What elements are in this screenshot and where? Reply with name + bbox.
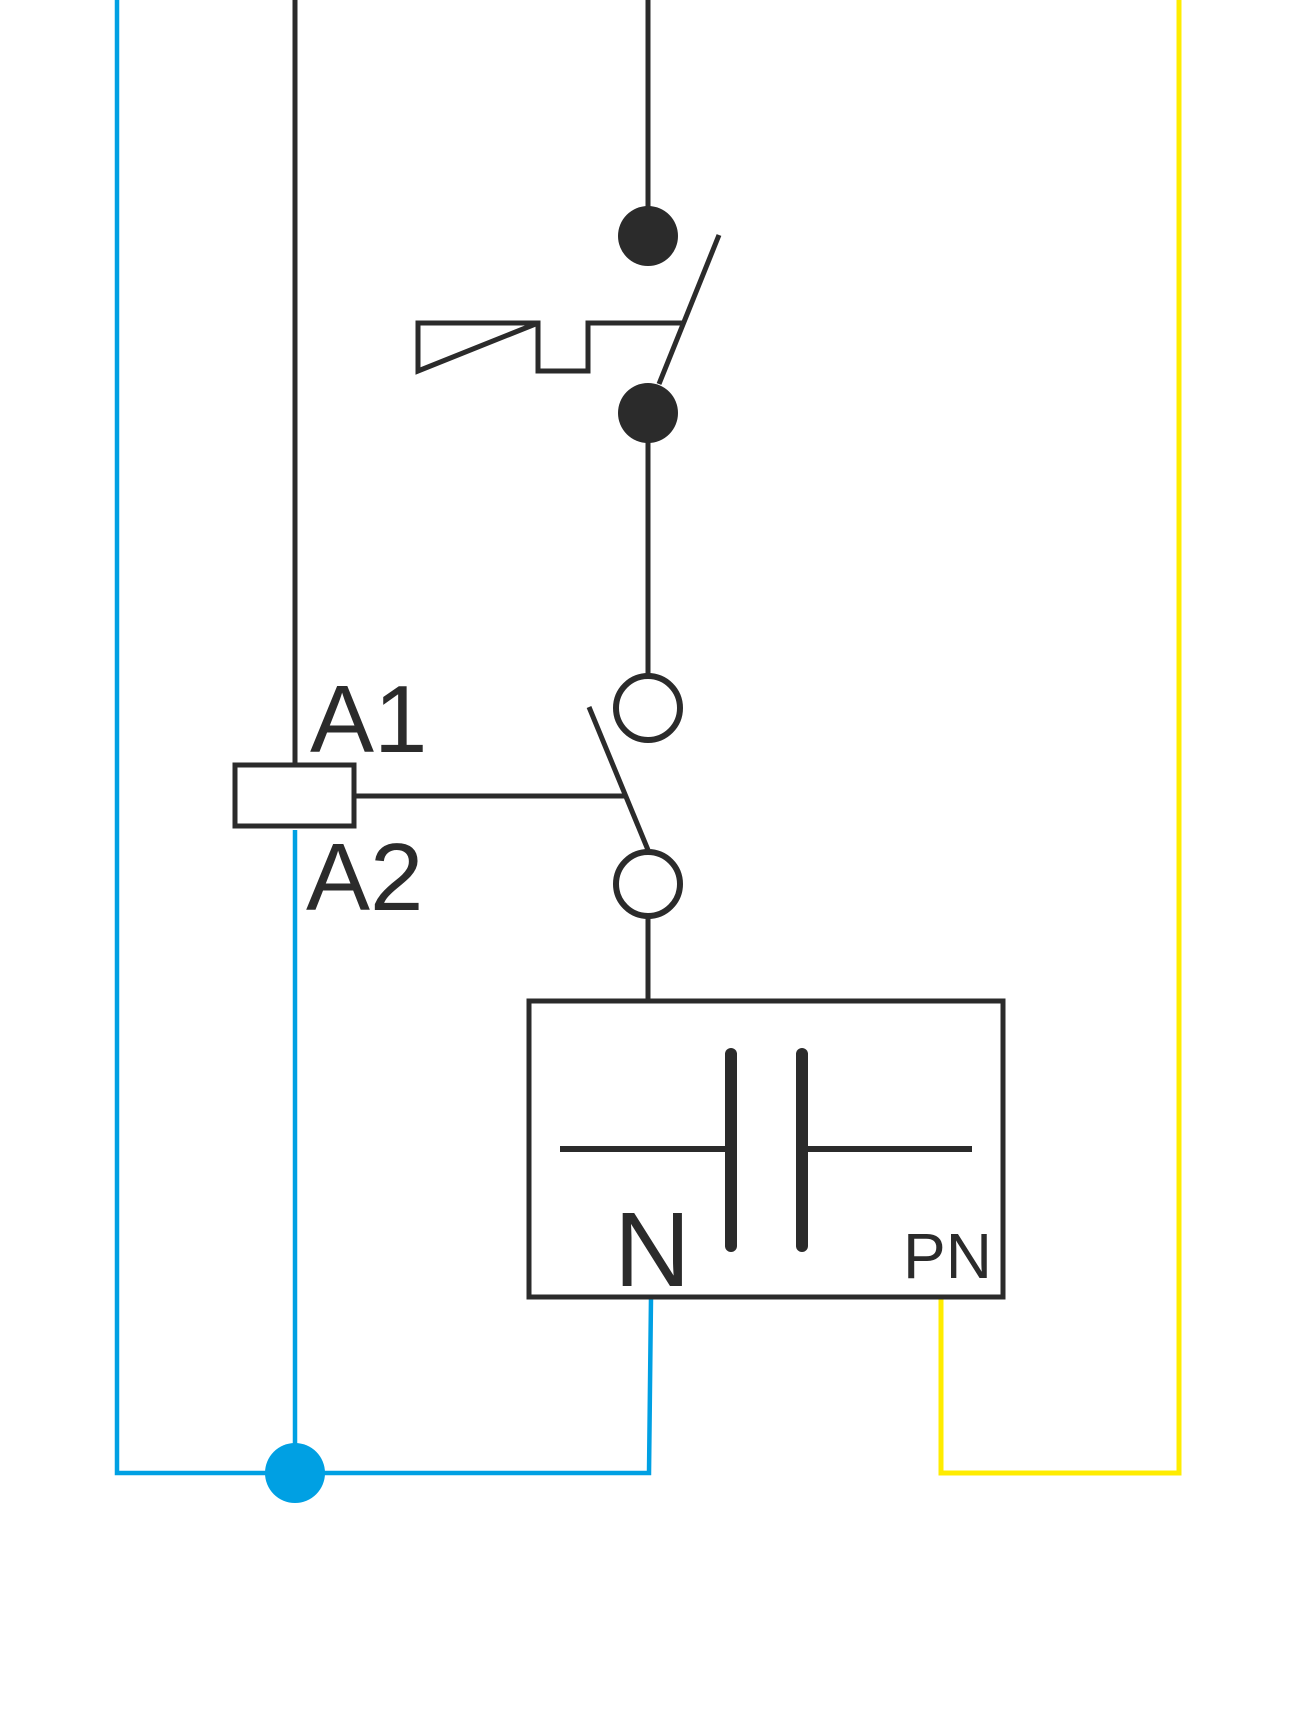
terminal-pn-label: PN — [903, 1220, 992, 1292]
breaker-terminal-bottom — [618, 383, 678, 443]
device-box: N PN — [526, 998, 1006, 1309]
neutral-wire-left-outer — [114, 0, 296, 1476]
relay-contact-blade — [586, 706, 651, 851]
thermal-actuator-symbol — [415, 320, 682, 375]
neutral-wire-group — [114, 0, 654, 1476]
thermal-breaker — [415, 206, 722, 443]
phase-wire-group — [292, 0, 651, 1001]
relay-contact-terminal-top — [613, 673, 683, 743]
relay-coil — [232, 762, 357, 829]
relay-contact-terminal-bottom — [613, 849, 683, 919]
pe-wire — [938, 0, 1182, 1476]
neutral-wire-to-n — [296, 1297, 654, 1476]
neutral-junction-dot — [265, 1443, 325, 1503]
coil-terminal-a1-label: A1 — [310, 666, 427, 773]
breaker-terminal-top — [618, 206, 678, 266]
coil-terminal-a2-label: A2 — [306, 824, 423, 931]
breaker-switch-blade — [656, 234, 722, 385]
terminal-n-label: N — [614, 1191, 691, 1309]
relay-contact — [354, 673, 683, 919]
